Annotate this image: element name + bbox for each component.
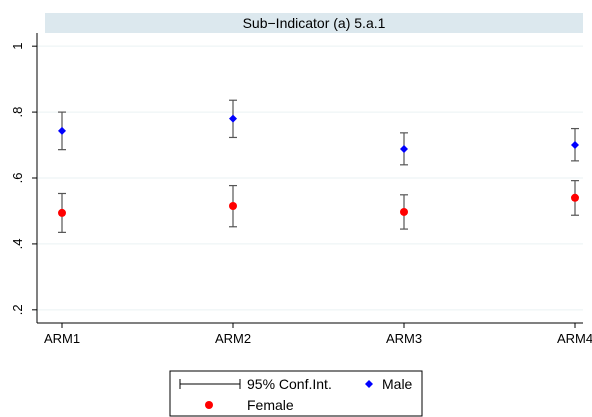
female-point-group: [229, 184, 237, 228]
x-tick-label: ARM1: [44, 331, 80, 346]
x-axis: ARM1 ARM2 ARM3 ARM4: [44, 323, 592, 346]
male-point-group: [229, 99, 237, 139]
male-marker: [58, 126, 66, 135]
plot-marks: [58, 99, 579, 233]
gridlines: [37, 45, 583, 311]
y-tick-label: 1: [10, 43, 25, 50]
title-strip: [45, 13, 583, 33]
x-tick-label: ARM3: [386, 331, 422, 346]
male-marker: [229, 114, 237, 123]
female-marker: [400, 207, 408, 216]
y-tick-label: .6: [10, 173, 25, 184]
y-tick-label: .2: [10, 304, 25, 315]
legend: 95% Conf.Int. Male Female: [169, 370, 423, 417]
male-marker: [571, 141, 579, 150]
x-tick-label: ARM4: [557, 331, 592, 346]
y-tick-label: .8: [10, 107, 25, 118]
legend-female-marker: [205, 401, 213, 409]
female-marker: [229, 202, 237, 211]
x-tick-label: ARM2: [215, 331, 251, 346]
legend-ci-label: 95% Conf.Int.: [247, 376, 332, 392]
female-marker: [571, 193, 579, 202]
female-point-group: [58, 192, 66, 233]
legend-male-label: Male: [382, 376, 413, 392]
female-point-group: [400, 194, 408, 230]
y-axis: .2 .4 .6 .8 1: [10, 43, 37, 315]
legend-box: [169, 370, 423, 417]
male-point-group: [400, 132, 408, 166]
male-point-group: [571, 127, 579, 162]
y-tick-label: .4: [10, 238, 25, 249]
chart-title: Sub−Indicator (a) 5.a.1: [243, 15, 386, 31]
legend-female-label: Female: [247, 397, 294, 413]
legend-ci-symbol: [179, 379, 241, 389]
female-marker: [58, 208, 66, 217]
legend-male-marker: [365, 380, 373, 388]
male-marker: [400, 145, 408, 153]
female-point-group: [571, 180, 579, 216]
male-point-group: [58, 111, 66, 151]
